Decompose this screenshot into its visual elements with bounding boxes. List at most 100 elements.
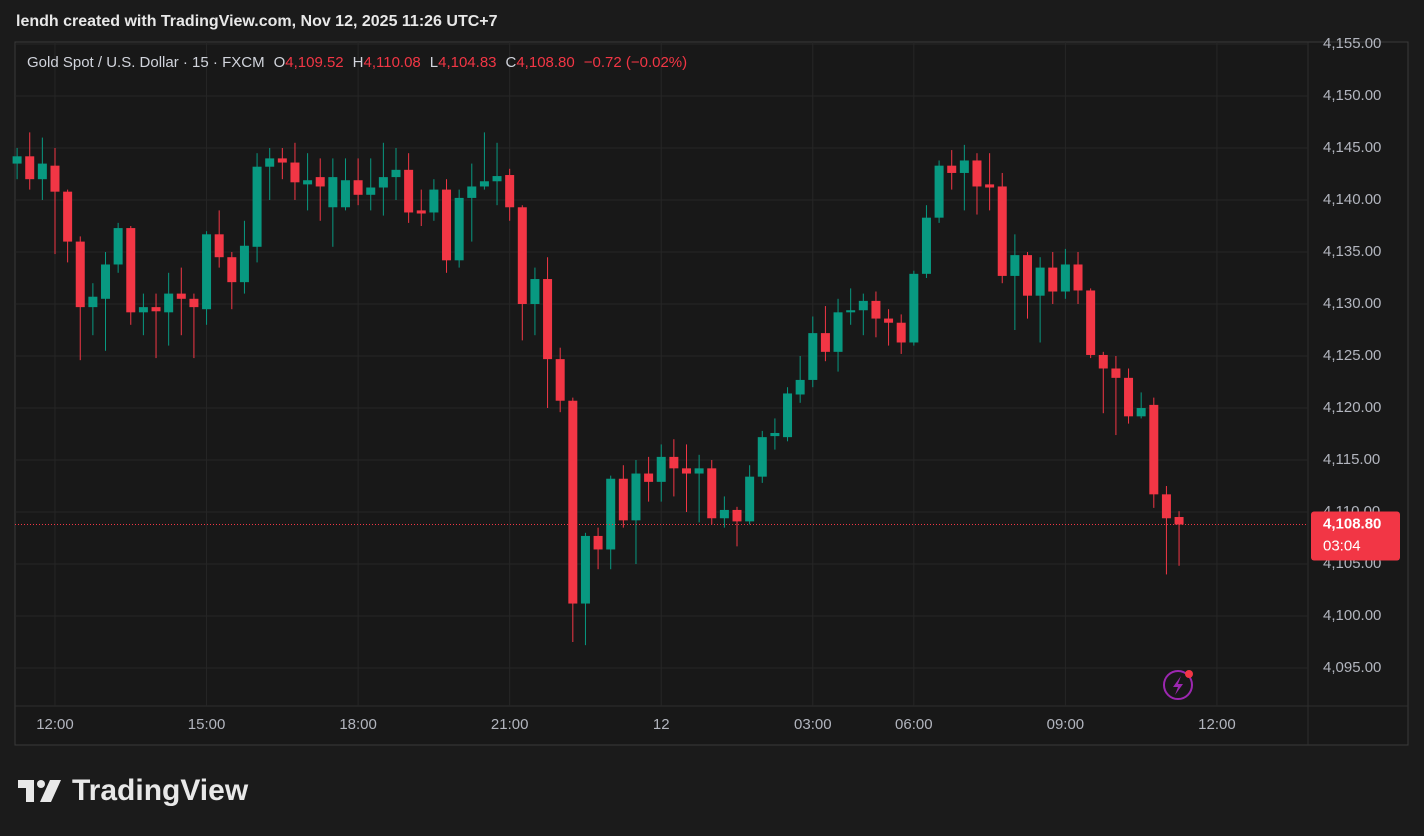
candle-body — [479, 181, 489, 187]
candle-body — [833, 312, 843, 352]
ohlc-value: 4,109.52 — [285, 54, 344, 71]
x-tick-label: 03:00 — [794, 716, 832, 733]
candle-body — [391, 169, 401, 178]
candle-body — [745, 476, 755, 522]
candle-body — [429, 189, 439, 213]
candle-body — [656, 456, 666, 482]
logo-icon — [18, 780, 61, 802]
candle-body — [340, 180, 350, 208]
candle-body — [101, 264, 111, 299]
price-tag — [1311, 511, 1400, 561]
candle-body — [1035, 267, 1045, 296]
axes: 4,095.004,100.004,105.004,110.004,115.00… — [15, 35, 1400, 733]
chart-frame — [14, 41, 1409, 746]
candle-body — [707, 468, 717, 519]
candle-body — [1073, 264, 1083, 291]
candle-body — [202, 234, 212, 310]
candle-body — [921, 217, 931, 274]
candle-body — [1060, 264, 1070, 292]
candle-body — [353, 180, 363, 195]
y-tick-label: 4,115.00 — [1323, 451, 1380, 468]
candles — [12, 132, 1184, 646]
candle-body — [214, 234, 224, 258]
countdown: 03:04 — [1323, 537, 1361, 554]
candle-body — [909, 273, 919, 343]
candle-body — [934, 165, 944, 218]
y-tick-label: 4,135.00 — [1323, 243, 1381, 260]
x-tick-label: 12:00 — [1198, 716, 1236, 733]
candle-body — [959, 160, 969, 173]
price-tag-label: 4,108.80 — [1323, 515, 1381, 532]
candle-body — [871, 300, 881, 319]
candle-body — [1010, 255, 1020, 276]
candle-body — [580, 535, 590, 604]
candle-body — [896, 322, 906, 343]
candle-body — [227, 257, 237, 283]
candle-body — [631, 473, 641, 521]
symbol: Gold Spot / U.S. Dollar · 15 · FXCM — [27, 54, 265, 71]
y-tick-label: 4,100.00 — [1323, 607, 1381, 624]
ohlc-key: C — [505, 54, 517, 71]
x-tick-label: 12:00 — [36, 716, 74, 733]
candle-body — [1086, 290, 1096, 355]
candle-body — [947, 165, 957, 173]
y-tick-label: 4,095.00 — [1323, 659, 1381, 676]
candle-body — [1124, 377, 1134, 417]
candle-body — [50, 165, 60, 192]
candle-body — [75, 241, 85, 308]
candle-body — [1048, 267, 1058, 292]
candle-body — [25, 156, 35, 180]
candle-body — [1098, 354, 1108, 369]
candle-body — [681, 468, 691, 474]
candle-body — [808, 333, 818, 380]
candle-body — [176, 293, 186, 299]
candle-body — [618, 478, 628, 521]
ohlc-key: H — [352, 54, 364, 71]
candle-body — [113, 228, 123, 265]
candle-body — [1023, 255, 1032, 296]
candle-body — [505, 175, 515, 208]
candle-body — [37, 163, 47, 180]
ohlc-value: 4,110.08 — [363, 54, 421, 71]
candle-body — [12, 156, 22, 164]
y-tick-label: 4,125.00 — [1323, 347, 1381, 364]
candle-body — [846, 310, 856, 313]
x-tick-label: 21:00 — [491, 716, 529, 733]
y-tick-label: 4,140.00 — [1323, 191, 1381, 208]
candle-body — [1111, 368, 1121, 378]
candle-body — [985, 184, 995, 188]
candle-body — [252, 166, 262, 247]
ohlc-value: 4,108.80 — [516, 54, 575, 71]
candle-body — [530, 279, 540, 305]
candle-body — [1136, 408, 1146, 417]
candle-body — [315, 177, 325, 187]
candle-body — [694, 468, 704, 474]
candle-body — [63, 191, 73, 242]
legend-header: Gold Spot / U.S. Dollar · 15 · FXCM O4,10… — [27, 54, 687, 71]
candle-body — [719, 509, 729, 519]
candle-body — [972, 160, 982, 187]
x-tick-label: 12 — [653, 716, 670, 733]
candle-body — [366, 187, 376, 195]
candle-body — [378, 177, 388, 188]
candle-body — [138, 307, 148, 313]
y-tick-label: 4,150.00 — [1323, 87, 1381, 104]
candle-body — [404, 169, 414, 213]
grid — [15, 42, 1308, 706]
candle-body — [1174, 517, 1184, 525]
candle-body — [277, 158, 287, 163]
candle-body — [543, 279, 553, 360]
candle-body — [265, 158, 275, 167]
candle-body — [126, 228, 136, 313]
candle-body — [593, 535, 603, 550]
candle-body — [492, 176, 502, 182]
candle-body — [568, 400, 578, 604]
candle-body — [858, 300, 868, 311]
y-tick-label: 4,155.00 — [1323, 35, 1381, 52]
candle-body — [732, 509, 742, 522]
candle-body — [517, 207, 527, 305]
candle-body — [783, 393, 793, 438]
change: −0.72 (−0.02%) — [583, 54, 688, 71]
candle-body — [555, 359, 565, 401]
